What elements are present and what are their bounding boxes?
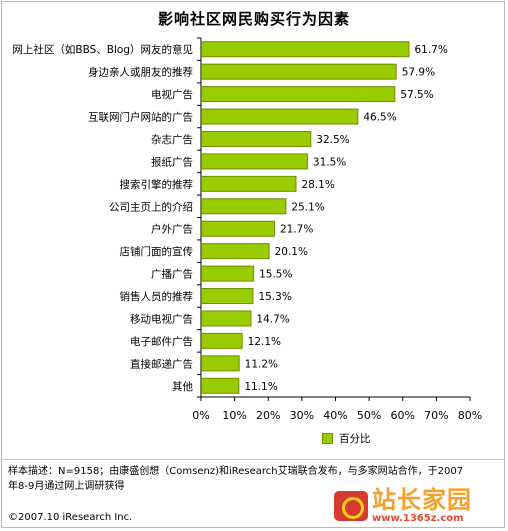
bar — [201, 265, 255, 282]
x-tick-label: 30% — [290, 409, 314, 422]
category-label: 直接邮递广告 — [130, 357, 193, 370]
category-label: 销售人员的推荐 — [120, 290, 194, 303]
category-label: 店铺门面的宣传 — [120, 245, 194, 258]
x-tick-label: 0% — [192, 409, 209, 422]
category-label: 广播广告 — [151, 268, 193, 281]
legend-label: 百分比 — [339, 433, 371, 445]
category-label: 杂志广告 — [151, 133, 193, 146]
bar — [201, 41, 410, 58]
x-tick-label: 10% — [222, 409, 246, 422]
category-label: 网上社区（如BBS、Blog）网友的意见 — [12, 43, 193, 56]
category-label: 报纸广告 — [151, 155, 193, 168]
category-label: 电视广告 — [151, 88, 193, 101]
bar — [201, 220, 275, 237]
category-label: 移动电视广告 — [130, 312, 193, 325]
category-label: 公司主页上的介绍 — [109, 200, 193, 213]
legend: 百分比 — [322, 431, 371, 446]
bar — [201, 198, 287, 215]
watermark-logo-icon — [334, 491, 368, 521]
bar — [201, 355, 240, 372]
source-line-2: 年8-9月通过网上调研获得 — [8, 481, 125, 492]
watermark-text: 站长家园 www.1365z.com — [372, 488, 472, 524]
footer-divider — [2, 459, 504, 460]
x-tick-label: 40% — [323, 409, 347, 422]
bar — [201, 108, 359, 125]
data-label: 46.5% — [363, 112, 396, 124]
data-label: 12.1% — [248, 336, 281, 348]
bar — [201, 63, 397, 80]
data-label: 57.5% — [400, 89, 433, 101]
data-label: 20.1% — [275, 246, 308, 258]
bar — [201, 377, 240, 394]
category-label: 搜索引擎的推荐 — [120, 178, 194, 191]
chart-title: 影响社区网民购买行为因素 — [157, 10, 350, 28]
data-label: 11.2% — [245, 358, 278, 370]
watermark-main-text: 站长家园 — [372, 486, 472, 514]
data-label: 21.7% — [280, 224, 313, 236]
category-label: 电子邮件广告 — [130, 335, 193, 348]
bar — [201, 243, 270, 260]
category-label: 身边亲人或朋友的推荐 — [88, 66, 193, 79]
source-line-1: 样本描述：N=9158；由康盛创想（Comsenz)和iResearch艾瑞联合… — [8, 466, 464, 477]
bar — [201, 310, 252, 327]
data-label: 57.9% — [402, 67, 435, 79]
bar — [201, 130, 312, 147]
bar — [201, 86, 396, 103]
source-note: 样本描述：N=9158；由康盛创想（Comsenz)和iResearch艾瑞联合… — [8, 464, 498, 494]
x-tick-label: 80% — [458, 409, 482, 422]
data-label: 25.1% — [291, 201, 324, 213]
bar — [201, 153, 308, 170]
copyright: ©2007.10 iResearch Inc. — [8, 512, 133, 523]
data-label: 11.1% — [244, 381, 277, 393]
data-label: 14.7% — [256, 313, 289, 325]
data-label: 31.5% — [313, 156, 346, 168]
category-label: 互联网门户网站的广告 — [88, 111, 193, 124]
category-label: 户外广告 — [151, 223, 193, 236]
bar — [201, 175, 297, 192]
x-tick-label: 60% — [391, 409, 415, 422]
x-tick-label: 50% — [357, 409, 381, 422]
data-label: 15.5% — [259, 269, 292, 281]
data-label: 15.3% — [258, 291, 291, 303]
category-label: 其他 — [172, 380, 193, 393]
data-label: 32.5% — [316, 134, 349, 146]
watermark-url: www.1365z.com — [372, 513, 464, 524]
legend-swatch — [322, 433, 333, 444]
watermark: 站长家园 www.1365z.com — [334, 487, 502, 525]
data-label: 61.7% — [414, 44, 447, 56]
bar — [201, 288, 254, 305]
bar — [201, 332, 243, 349]
x-tick-label: 20% — [256, 409, 280, 422]
x-tick-label: 70% — [424, 409, 448, 422]
data-label: 28.1% — [301, 179, 334, 191]
